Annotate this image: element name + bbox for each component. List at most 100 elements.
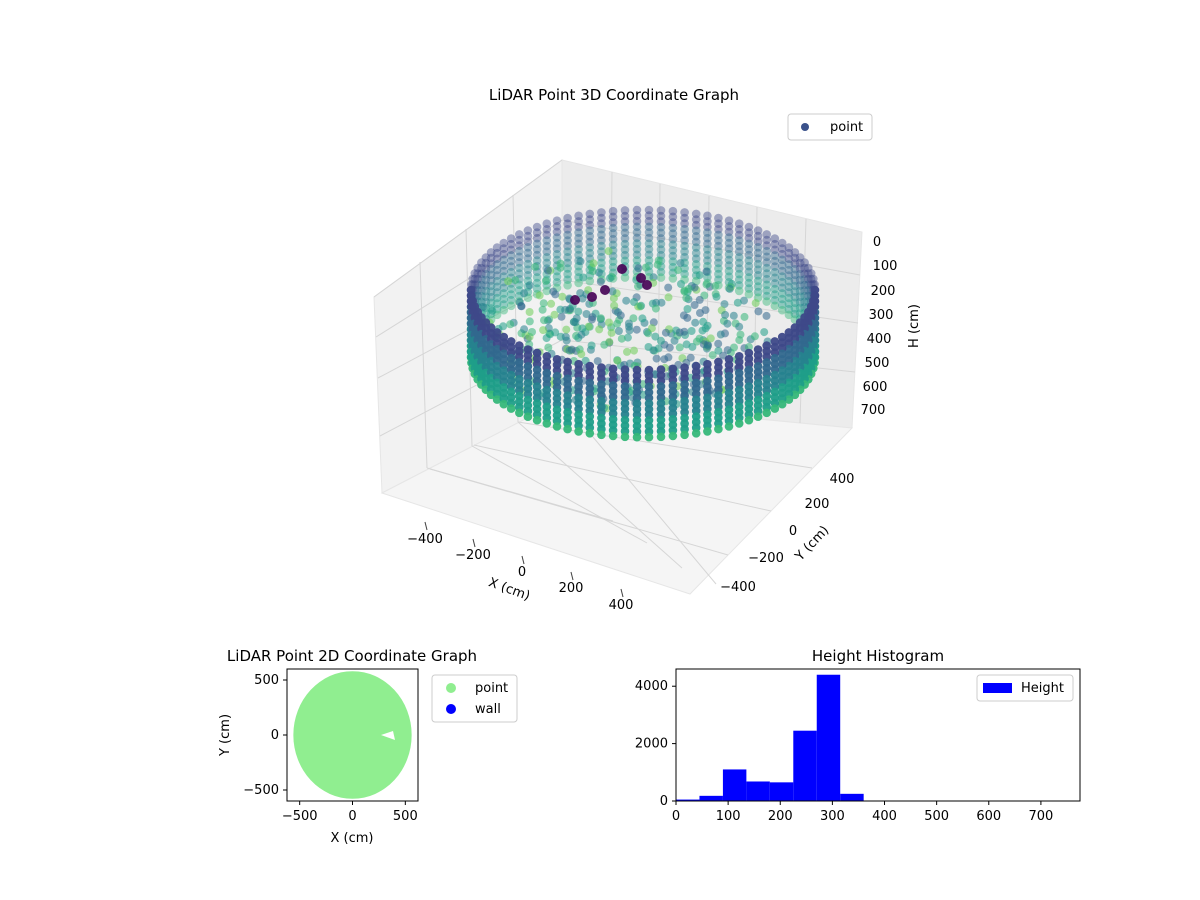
- plot3d-point: [608, 234, 618, 244]
- plot3d-point: [588, 267, 597, 276]
- plot3d-point: [734, 241, 744, 251]
- plot3d-point: [668, 251, 678, 261]
- plot3d-point: [682, 294, 691, 302]
- plot3d-point: [486, 248, 496, 257]
- plot3d-point: [760, 328, 769, 337]
- plot3d-point: [515, 241, 524, 250]
- plot3d-point: [563, 252, 572, 262]
- plot3d-point: [552, 422, 562, 431]
- plot3d-point: [652, 298, 661, 307]
- plot3d-point: [492, 243, 502, 252]
- plot3d-point: [703, 427, 712, 436]
- plot3d-point: [790, 253, 800, 263]
- plot3d-point: [605, 318, 613, 327]
- plot3d-point: [532, 250, 542, 260]
- plot3d-point: [515, 230, 524, 239]
- plot3d-point: [708, 351, 717, 360]
- plot3d-point: [656, 211, 666, 221]
- plot3d-point: [762, 286, 771, 295]
- plot3d-point: [656, 267, 666, 277]
- plot3d-point: [806, 269, 816, 278]
- x3d-tick: −200: [455, 548, 491, 563]
- plot3d-point: [683, 305, 692, 313]
- plot3d-point: [604, 247, 613, 256]
- plot3d-point: [656, 273, 666, 282]
- plot3d-gridline: [471, 445, 648, 544]
- plot3d-point: [473, 269, 483, 278]
- plot3d-point: [795, 298, 805, 307]
- plot3d-point: [714, 230, 723, 240]
- plot3d-point: [744, 289, 754, 299]
- plot3d-point: [563, 230, 572, 240]
- plot3d-point: [515, 269, 524, 278]
- plot3d-point: [571, 318, 580, 327]
- plot3d-point: [753, 412, 763, 422]
- plot3d-point: [691, 220, 701, 230]
- plot3d-point: [506, 245, 516, 255]
- plot3d-point: [499, 283, 509, 293]
- plot3d-point: [506, 267, 516, 277]
- plot2d-ytick-label: 0: [271, 728, 279, 743]
- plot3d-point: [691, 215, 701, 224]
- plot3d-point: [492, 299, 502, 308]
- plot3d-point: [777, 289, 787, 298]
- plot3d-point: [734, 247, 744, 256]
- plot3d-point: [506, 404, 516, 413]
- plot3d-point: [744, 267, 754, 277]
- plot3d-point: [523, 259, 533, 269]
- plot3d-point: [620, 239, 630, 249]
- plot3d-point: [777, 266, 787, 276]
- plot3d-point: [582, 310, 591, 318]
- plot3d-point: [734, 264, 744, 273]
- x3d-tickmark: [521, 555, 525, 565]
- plot3d-point: [523, 265, 533, 275]
- plot3d-point: [714, 236, 723, 245]
- plot3d-point: [532, 278, 542, 288]
- plot3d-point: [574, 427, 583, 436]
- plot3d-point: [608, 240, 618, 250]
- plot3d-point: [651, 332, 660, 341]
- plot3d-point: [520, 325, 529, 334]
- plot3d-point: [680, 236, 689, 245]
- plot3d-point: [724, 244, 734, 253]
- plot3d-point: [477, 291, 486, 301]
- plot3d-point: [790, 298, 800, 308]
- plot3d-point: [574, 239, 583, 249]
- plot3d-point: [614, 327, 623, 335]
- histogram-title: Height Histogram: [812, 647, 944, 665]
- plot3d-point: [477, 275, 486, 284]
- plot3d-point: [574, 233, 583, 243]
- plot3d-point: [714, 424, 723, 434]
- plot3d-point: [734, 286, 744, 296]
- plot3d-point: [597, 247, 606, 256]
- plot3d-point: [552, 244, 562, 253]
- plot3d-point: [624, 319, 633, 328]
- histogram-xtick-label: 0: [672, 809, 680, 824]
- plot3d-point: [542, 219, 552, 228]
- plot3d-point: [542, 286, 552, 296]
- plot3d-point: [532, 284, 542, 293]
- plot3d-point: [656, 228, 666, 238]
- plot3d-point: [695, 271, 704, 280]
- plot3d-point: [632, 256, 642, 265]
- plot3d-point: [753, 259, 763, 269]
- plot3d-point: [691, 209, 701, 219]
- plot3d-point: [795, 264, 805, 274]
- plot3d-point: [638, 314, 647, 323]
- plot3d-point: [714, 241, 723, 251]
- plot2d-ticks: −500 0 500 −500 0 500: [243, 673, 417, 824]
- plot3d-point: [734, 230, 744, 240]
- plot3d-point: [762, 280, 771, 290]
- plot3d-point: [625, 326, 634, 335]
- plot3d-point: [481, 264, 491, 274]
- plot2d-ytick-label: −500: [243, 783, 279, 798]
- plot3d-point: [506, 262, 516, 271]
- plot3d-point: [724, 216, 734, 225]
- plot3d-point: [562, 325, 571, 334]
- y3d-tick: −200: [748, 551, 784, 566]
- plot3d-point: [777, 399, 787, 409]
- histogram-ticks: 0 100 200 300 400 500 600 700 0 2000 4000: [635, 679, 1053, 824]
- plot3d-point: [492, 254, 502, 264]
- x3d-tick: 200: [559, 581, 584, 596]
- plot2d-ytick-label: 500: [254, 673, 279, 688]
